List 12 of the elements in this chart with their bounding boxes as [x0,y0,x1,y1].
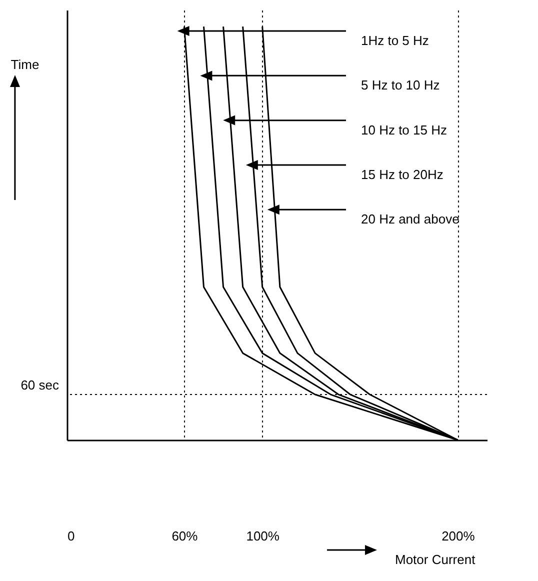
x-tick-label: 100% [246,528,280,544]
ref-line-label: 60 sec [20,378,60,393]
annotation: 20 Hz and above [361,212,460,227]
x-tick-label: 0 [68,528,75,544]
x-axis-title: Motor Current [395,552,476,567]
annotation: 1Hz to 5 Hz [361,33,429,48]
annotation: 10 Hz to 15 Hz [361,122,447,138]
annotation: 15 Hz to 20Hz [361,166,444,182]
x-tick-label: 60% [172,528,198,544]
annotation: 5 Hz to 10 Hz [361,78,440,93]
y-axis-title: Time [10,57,40,72]
x-tick-label: 200% [442,528,476,544]
